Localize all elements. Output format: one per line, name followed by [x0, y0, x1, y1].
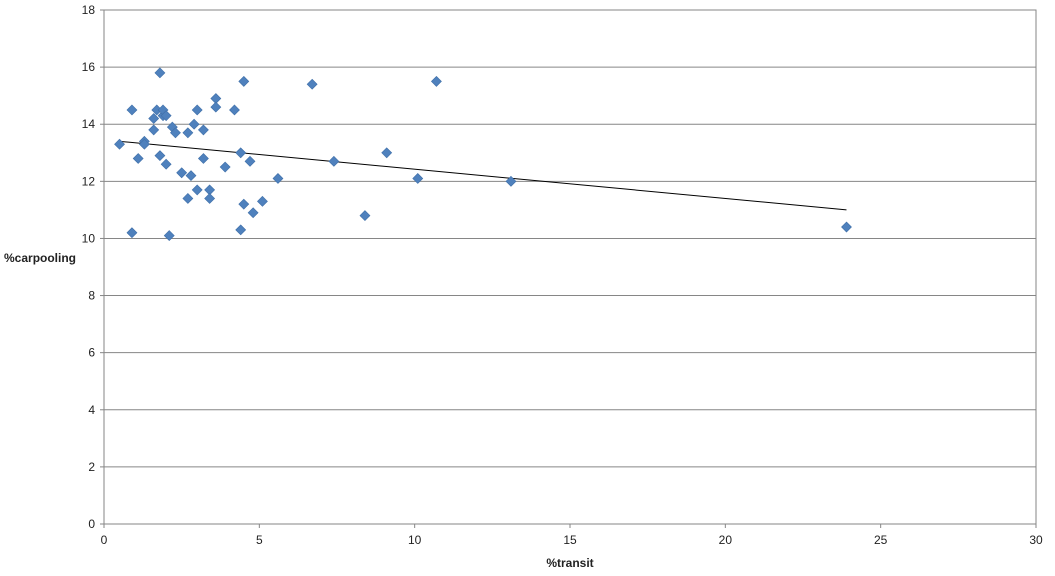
data-point [160, 158, 172, 170]
data-point [244, 155, 256, 167]
data-point [132, 153, 144, 164]
data-point [185, 170, 197, 182]
y-axis-ticks: 0 2 4 6 8 10 12 14 16 18 [82, 3, 104, 531]
x-axis-title: %transit [546, 556, 593, 570]
data-point [191, 184, 203, 196]
data-point [247, 207, 259, 219]
data-point [176, 167, 188, 179]
data-point [306, 78, 318, 90]
x-tick-label: 30 [1029, 533, 1043, 547]
data-point [430, 75, 442, 87]
y-tick-label: 12 [82, 174, 96, 188]
y-tick-label: 10 [82, 231, 96, 245]
data-point [197, 153, 209, 164]
data-point [114, 138, 125, 150]
data-point [182, 193, 194, 204]
plot-area [103, 9, 1037, 525]
y-tick-label: 4 [88, 403, 95, 417]
y-tick-label: 8 [88, 289, 95, 303]
data-point [138, 138, 150, 150]
y-tick-label: 16 [82, 60, 96, 74]
data-point [154, 67, 166, 79]
data-point [505, 175, 517, 187]
data-point [148, 124, 160, 136]
data-point [235, 147, 247, 159]
y-tick-label: 18 [82, 3, 96, 17]
y-tick-label: 2 [88, 460, 95, 474]
data-point [170, 127, 181, 139]
data-point [229, 104, 240, 116]
x-tick-label: 5 [256, 533, 263, 547]
data-point [238, 198, 250, 210]
data-point [204, 193, 216, 204]
data-point [238, 75, 250, 87]
x-tick-label: 10 [408, 533, 422, 547]
data-point [188, 118, 200, 130]
data-point [160, 110, 172, 122]
data-point [126, 227, 138, 239]
data-point [841, 221, 852, 233]
x-tick-label: 25 [874, 533, 888, 547]
data-point [328, 155, 340, 167]
trendline [119, 140, 847, 211]
y-tick-label: 0 [88, 517, 95, 531]
x-tick-label: 0 [101, 533, 108, 547]
data-point [126, 104, 138, 116]
data-point [210, 101, 222, 113]
x-tick-label: 15 [563, 533, 577, 547]
y-axis-title: %carpooling [4, 251, 76, 265]
data-point [412, 173, 424, 184]
data-point [182, 127, 194, 139]
data-point [191, 104, 203, 116]
x-axis-ticks: 0 5 10 15 20 25 30 [101, 524, 1043, 547]
data-point [359, 210, 371, 222]
data-point [219, 161, 231, 173]
y-tick-label: 6 [88, 346, 95, 360]
data-points [114, 67, 852, 242]
data-point [148, 113, 160, 124]
data-point [257, 195, 268, 207]
x-tick-label: 20 [719, 533, 733, 547]
data-point [154, 150, 166, 162]
gridlines [104, 9, 1036, 525]
y-tick-label: 14 [82, 117, 96, 131]
data-point [272, 173, 284, 184]
data-point [163, 230, 175, 242]
data-point [197, 124, 209, 136]
data-point [381, 147, 393, 159]
data-point [235, 224, 247, 236]
